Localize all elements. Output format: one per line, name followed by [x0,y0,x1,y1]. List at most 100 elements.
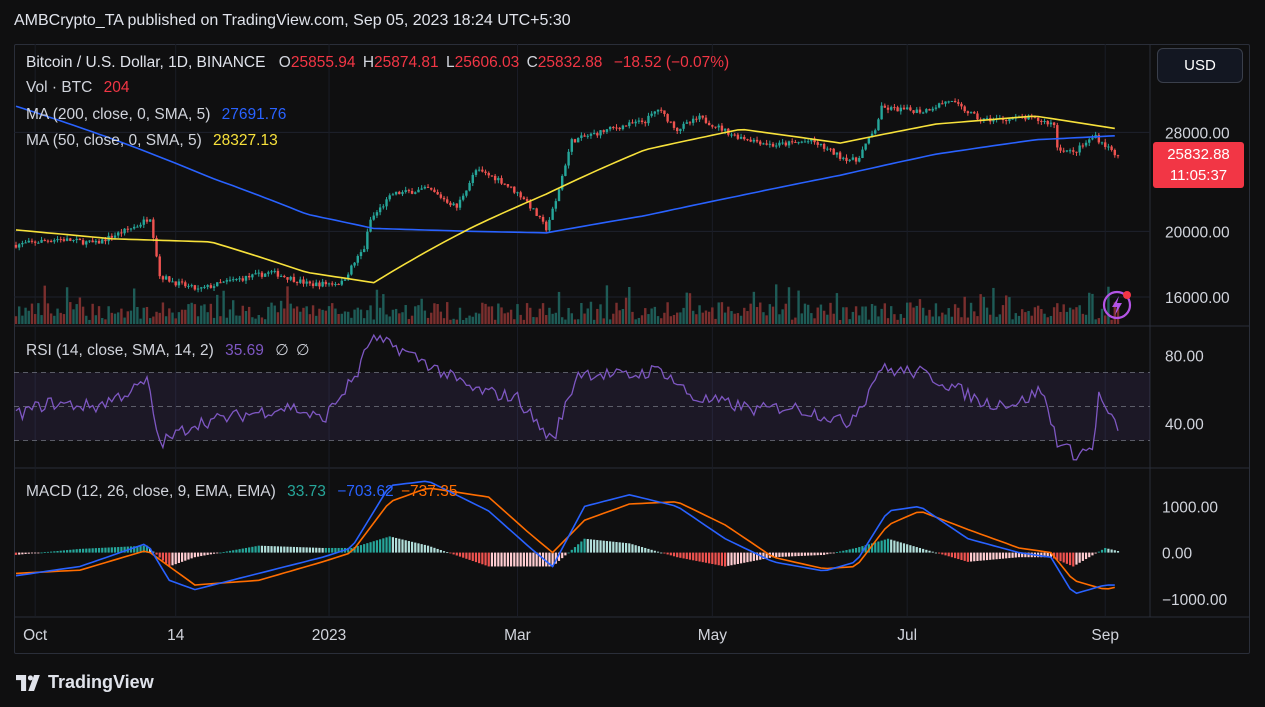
volume-bar [334,308,337,324]
volume-bar [682,307,685,324]
macd-histogram-bar [890,539,893,553]
candle-body [1068,150,1072,152]
macd-histogram-bar [225,551,228,553]
volume-bar [446,302,449,324]
macd-histogram-bar [989,552,992,560]
volume-bar [273,305,276,324]
candle-body [717,125,720,128]
macd-histogram-bar [529,552,532,567]
macd-label[interactable]: MACD (12, 26, close, 9, EMA, EMA) [26,483,276,500]
candle-body [225,280,229,282]
macd-histogram-bar [628,543,631,553]
candle-body [707,122,711,126]
macd-histogram-bar [490,552,494,567]
volume-bar [835,293,839,324]
volume-bar [723,312,727,324]
volume-bar [775,284,778,324]
candle-body [918,109,922,113]
candle-body [123,228,126,234]
macd-histogram-bar [580,541,583,553]
candle-body [417,189,420,193]
candle-body [378,207,382,213]
macd-histogram-bar [867,544,870,553]
volume-bar [663,312,666,324]
candle-body [870,133,874,138]
candle-body [628,122,631,127]
ma50-label[interactable]: MA (50, close, 0, SMA, 5) [26,132,202,149]
macd-histogram-bar [430,546,433,553]
candle-body [950,100,954,102]
candle-body [1059,147,1062,151]
volume-bar [1107,286,1110,324]
macd-histogram-bar [283,546,286,553]
candle-body [343,279,347,281]
candle-body [1049,122,1053,125]
candle-body [506,184,510,187]
volume-bar [644,308,647,324]
time-tick-label: Mar [504,627,531,644]
candle-body [832,148,835,155]
ma50-legend: MA (50, close, 0, SMA, 5) 28327.13 [26,132,281,150]
candle-body [755,139,759,142]
volume-bar [727,306,730,324]
candle-body [1036,117,1040,121]
volume-bar [621,308,625,324]
volume-bar [318,308,321,324]
currency-button[interactable]: USD [1157,48,1243,83]
macd-histogram-bar [839,551,842,553]
candle-body [985,118,989,120]
volume-bar [414,306,417,324]
candle-body [813,138,816,143]
volume-bar [1049,315,1053,324]
macd-histogram-bar [1021,552,1024,558]
candle-body [615,127,618,129]
macd-histogram-bar [596,540,599,553]
publisher-line: AMBCrypto_TA published on TradingView.co… [14,12,571,29]
candle-body [806,141,810,143]
macd-histogram-bar [18,552,21,555]
volume-bar [27,310,30,324]
macd-histogram-bar [711,552,714,564]
volume-bar [257,315,260,324]
macd-histogram-bar [995,552,998,560]
candle-body [161,276,165,280]
volume-label[interactable]: Vol · BTC [26,79,93,96]
macd-histogram-bar [232,550,235,553]
volume-bar [1072,309,1075,324]
candle-body [973,112,976,114]
tradingview-footer[interactable]: TradingView [16,672,154,693]
candle-body [931,108,934,111]
volume-bar [909,302,912,324]
volume-bar [394,308,398,324]
candle-body [1072,150,1075,152]
volume-bar [561,317,564,324]
volume-bar [129,310,133,324]
macd-histogram-bar [915,547,918,553]
candle-body [104,239,107,242]
candle-body [848,159,851,161]
volume-bar [765,315,768,324]
volume-bar [1059,311,1062,324]
macd-histogram-bar [398,538,401,553]
volume-bar [743,307,746,324]
rsi-label[interactable]: RSI (14, close, SMA, 14, 2) [26,342,214,359]
symbol-label[interactable]: Bitcoin / U.S. Dollar, 1D, BINANCE [26,54,266,71]
macd-histogram-bar [395,537,398,553]
volume-bar [953,304,957,324]
candle-body [714,126,717,128]
macd-histogram-bar [174,552,177,565]
indicator-alert-icon[interactable] [1101,289,1133,321]
candle-body [637,120,641,122]
candle-body [497,178,500,181]
macd-histogram-bar [791,552,794,557]
rsi-tick-label: 80.00 [1165,349,1204,366]
ma200-label[interactable]: MA (200, close, 0, SMA, 5) [26,106,211,123]
macd-histogram-bar [369,542,372,553]
candle-body [391,194,395,196]
volume-bar [992,287,995,324]
volume-bar [596,308,599,324]
candle-body [283,275,286,278]
volume-bar [442,318,446,324]
macd-histogram-bar [688,552,692,560]
